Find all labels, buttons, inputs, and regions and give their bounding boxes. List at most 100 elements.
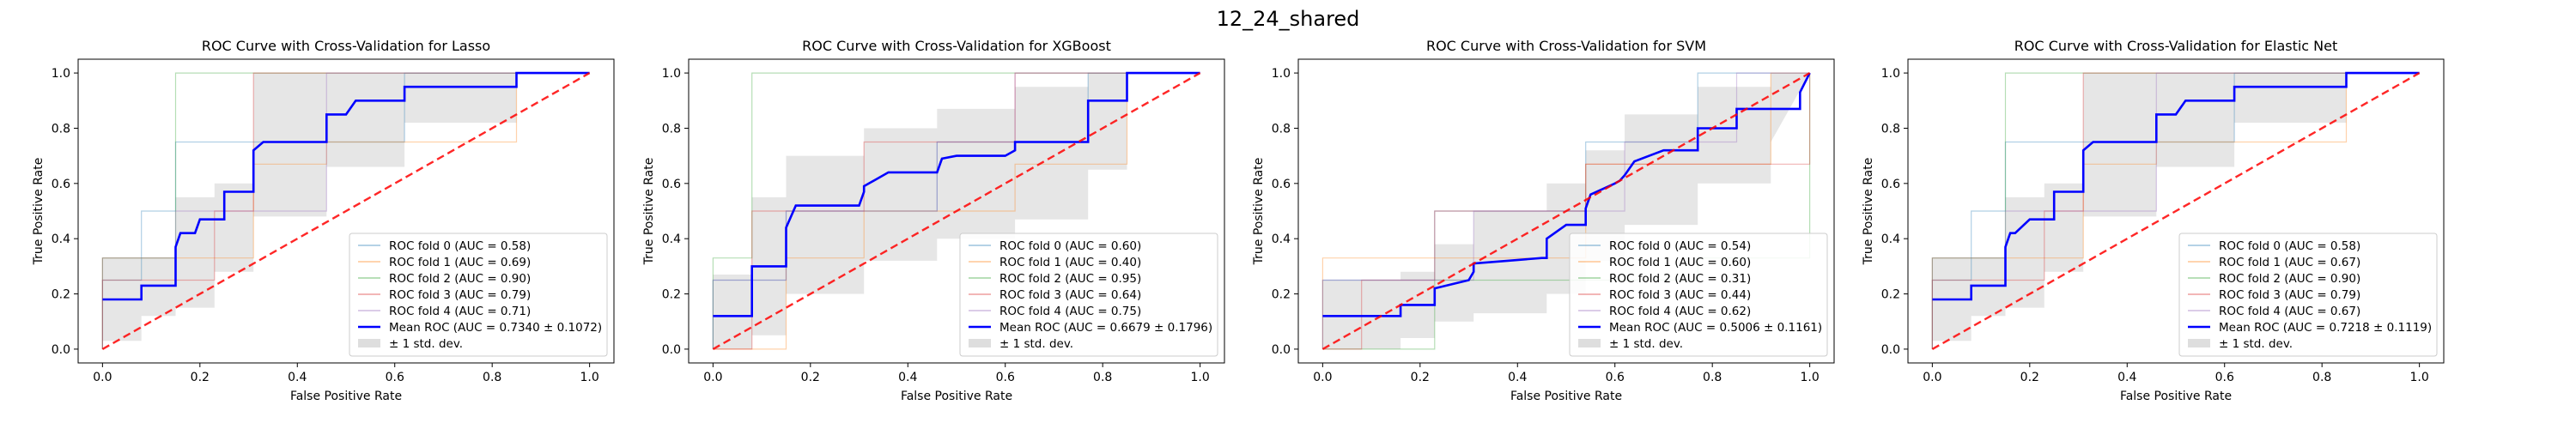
chart-panel-1: 0.0 0.2 0.4 0.6 0.8 1.0 0.0 0.2 0.4 0.6 0.8 1.0 ROC … bbox=[642, 38, 1225, 403]
roc-fold-1-line bbox=[713, 72, 1200, 350]
chart-title: ROC Curve with Cross-Validation for SVM bbox=[1426, 38, 1706, 54]
x-tick-label: 1.0 bbox=[2410, 371, 2429, 384]
legend-entry-label: Mean ROC (AUC = 0.5006 ± 0.1161) bbox=[1609, 321, 1822, 335]
chart-title: ROC Curve with Cross-Validation for Elas… bbox=[2014, 38, 2338, 54]
mean-roc-line bbox=[1932, 71, 2420, 301]
legend-entry-label: ROC fold 4 (AUC = 0.71) bbox=[389, 305, 531, 318]
y-axis-label: True Positive Rate bbox=[1252, 158, 1266, 266]
legend-entry-label: ± 1 std. dev. bbox=[999, 337, 1073, 351]
roc-fold-3-line bbox=[101, 72, 590, 349]
axes-frame bbox=[688, 58, 1225, 364]
chart-title: ROC Curve with Cross-Validation for Lass… bbox=[202, 38, 490, 54]
x-tick-label: 0.0 bbox=[1923, 371, 1941, 384]
plot-area bbox=[712, 71, 1201, 350]
legend-swatch-band bbox=[969, 339, 991, 347]
x-tick-label: 0.2 bbox=[2020, 371, 2039, 384]
x-tick-label: 0.4 bbox=[898, 371, 917, 384]
legend-entry-label: Mean ROC (AUC = 0.6679 ± 0.1796) bbox=[999, 321, 1212, 335]
roc-fold-3-line bbox=[713, 72, 1200, 350]
std-band bbox=[102, 73, 590, 341]
legend: ROC fold 0 (AUC = 0.58) ROC fold 1 (AUC =… bbox=[349, 233, 608, 357]
x-tick-label: 0.8 bbox=[483, 371, 501, 384]
y-tick-label: 0.4 bbox=[52, 233, 70, 246]
y-axis-label: True Positive Rate bbox=[642, 158, 656, 266]
x-tick-label: 1.0 bbox=[580, 371, 599, 384]
chart-panels: 0.0 0.2 0.4 0.6 0.8 1.0 0.0 0.2 0.4 0.6 0.8 1.0 ROC … bbox=[32, 38, 2445, 403]
x-tick-label: 0.8 bbox=[1093, 371, 1112, 384]
roc-fold-3-line bbox=[1931, 72, 2420, 349]
plot-area bbox=[1931, 71, 2421, 350]
mean-roc-line bbox=[102, 71, 590, 301]
y-tick-label: 1.0 bbox=[662, 67, 681, 81]
axes-frame bbox=[1297, 58, 1835, 364]
legend-entry-label: ROC fold 1 (AUC = 0.40) bbox=[999, 256, 1141, 269]
chart-panel-0: 0.0 0.2 0.4 0.6 0.8 1.0 0.0 0.2 0.4 0.6 0.8 1.0 ROC … bbox=[32, 38, 615, 403]
legend-entry-label: ROC fold 4 (AUC = 0.67) bbox=[2219, 305, 2360, 318]
x-axis-label: False Positive Rate bbox=[2120, 390, 2232, 403]
x-tick-label: 0.0 bbox=[1313, 371, 1332, 384]
mean-roc-line bbox=[1322, 72, 1811, 317]
legend-entry-label: ROC fold 1 (AUC = 0.60) bbox=[1609, 256, 1751, 269]
roc-fold-4-line bbox=[712, 72, 1200, 349]
roc-fold-4-line bbox=[1321, 72, 1810, 349]
chance-line bbox=[712, 72, 1201, 350]
legend-entry-label: ROC fold 2 (AUC = 0.90) bbox=[2219, 272, 2360, 286]
y-tick-label: 0.6 bbox=[1272, 178, 1291, 191]
y-tick-label: 0.0 bbox=[1272, 343, 1291, 357]
y-tick-label: 1.0 bbox=[52, 67, 70, 81]
legend-entry-label: ROC fold 4 (AUC = 0.62) bbox=[1609, 305, 1751, 318]
roc-fold-1-line bbox=[101, 72, 590, 349]
legend-swatch-band bbox=[1578, 339, 1601, 347]
x-tick-label: 0.0 bbox=[703, 371, 722, 384]
axes-frame bbox=[1907, 58, 2445, 364]
legend-entry-label: ROC fold 4 (AUC = 0.75) bbox=[999, 305, 1141, 318]
y-tick-label: 0.2 bbox=[1272, 288, 1291, 302]
legend-entry-label: ROC fold 0 (AUC = 0.54) bbox=[1609, 239, 1751, 253]
chart-panel-2: 0.0 0.2 0.4 0.6 0.8 1.0 0.0 0.2 0.4 0.6 0.8 1.0 ROC … bbox=[1252, 38, 1835, 403]
legend-box bbox=[2178, 233, 2438, 357]
chance-line bbox=[1931, 72, 2421, 350]
x-axis-label: False Positive Rate bbox=[901, 390, 1012, 403]
roc-fold-0-line bbox=[712, 72, 1200, 349]
y-tick-label: 0.4 bbox=[662, 233, 681, 246]
legend-entry-label: ROC fold 0 (AUC = 0.60) bbox=[999, 239, 1141, 253]
y-tick-label: 0.2 bbox=[52, 288, 70, 302]
x-axis-label: False Positive Rate bbox=[1510, 390, 1622, 403]
legend-entry-label: ROC fold 0 (AUC = 0.58) bbox=[2219, 239, 2360, 253]
y-tick-label: 0.8 bbox=[1272, 122, 1291, 136]
chance-line bbox=[101, 72, 591, 350]
y-tick-label: 0.2 bbox=[662, 288, 681, 302]
mean-roc-line bbox=[713, 71, 1200, 317]
legend-entry-label: ROC fold 1 (AUC = 0.69) bbox=[389, 256, 531, 269]
legend-swatch-band bbox=[358, 339, 380, 347]
x-tick-label: 0.2 bbox=[801, 371, 820, 384]
x-tick-label: 0.8 bbox=[1703, 371, 1722, 384]
roc-fold-2-line bbox=[712, 72, 1200, 349]
y-tick-label: 0.0 bbox=[52, 343, 70, 357]
x-tick-label: 0.6 bbox=[1606, 371, 1625, 384]
y-tick-label: 0.6 bbox=[1881, 178, 1900, 191]
legend-entry-label: ROC fold 0 (AUC = 0.58) bbox=[389, 239, 531, 253]
roc-fold-3-line bbox=[1322, 73, 1811, 350]
y-tick-label: 0.4 bbox=[1272, 233, 1291, 246]
x-tick-label: 0.2 bbox=[1411, 371, 1430, 384]
roc-fold-4-line bbox=[101, 72, 590, 349]
y-tick-label: 0.8 bbox=[662, 122, 681, 136]
x-axis-label: False Positive Rate bbox=[290, 390, 402, 403]
x-tick-label: 0.2 bbox=[191, 371, 210, 384]
plot-area bbox=[1321, 72, 1811, 350]
x-tick-label: 1.0 bbox=[1191, 371, 1210, 384]
y-tick-label: 0.6 bbox=[52, 178, 70, 191]
y-tick-label: 0.4 bbox=[1881, 233, 1900, 246]
y-tick-label: 0.0 bbox=[1881, 343, 1900, 357]
x-tick-label: 0.4 bbox=[1508, 371, 1527, 384]
legend-entry-label: ROC fold 1 (AUC = 0.67) bbox=[2219, 256, 2360, 269]
x-tick-label: 0.4 bbox=[288, 371, 307, 384]
chance-line bbox=[1321, 72, 1811, 350]
y-axis-label: True Positive Rate bbox=[32, 158, 46, 266]
axes-frame bbox=[77, 58, 615, 364]
legend: ROC fold 0 (AUC = 0.54) ROC fold 1 (AUC =… bbox=[1569, 233, 1828, 357]
legend-box bbox=[349, 233, 608, 357]
legend-box bbox=[1569, 233, 1828, 357]
